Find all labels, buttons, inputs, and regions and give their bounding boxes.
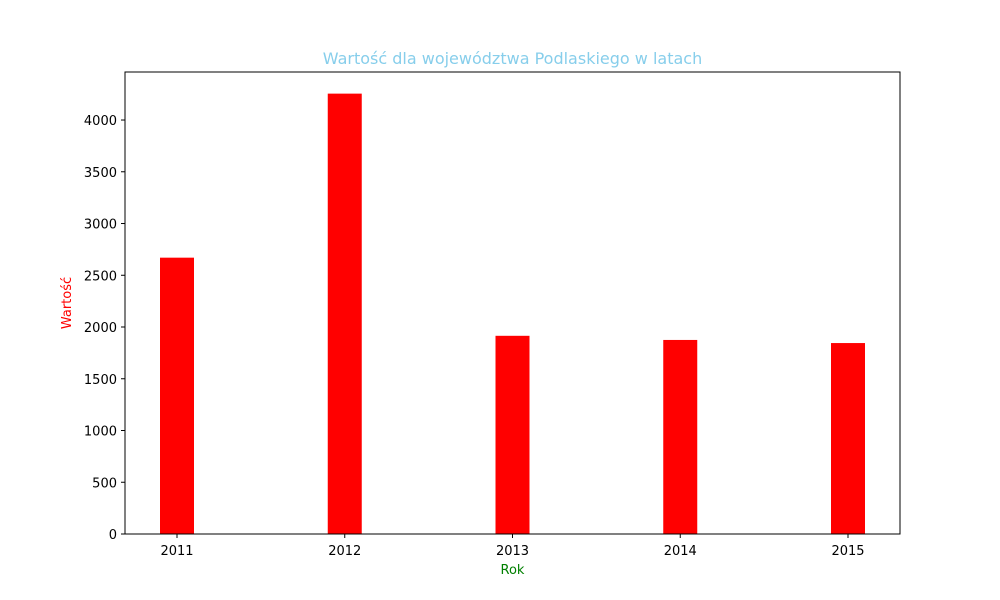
x-tick-label-2011: 2011	[160, 544, 193, 559]
bar-2013	[495, 335, 530, 534]
y-tick-label-1500: 1500	[84, 373, 117, 388]
chart-title: Wartość dla województwa Podlaskiego w la…	[323, 49, 702, 68]
y-tick-label-3000: 3000	[84, 218, 117, 233]
y-tick-label-2500: 2500	[84, 269, 117, 284]
plot-frame	[124, 71, 901, 535]
x-tick-label-2015: 2015	[831, 544, 864, 559]
x-tick-label-2014: 2014	[664, 544, 697, 559]
y-axis-label: Wartość	[60, 277, 75, 329]
bar-2012	[327, 93, 362, 535]
bars-group	[160, 93, 865, 535]
y-tick-label-3500: 3500	[84, 166, 117, 181]
x-axis: 2011 2012 2013 2014 2015	[160, 534, 865, 559]
y-tick-label-2000: 2000	[84, 321, 117, 336]
y-tick-label-1000: 1000	[84, 425, 117, 440]
x-tick-label-2012: 2012	[328, 544, 361, 559]
y-tick-label-0: 0	[109, 528, 117, 543]
bar-2014	[663, 339, 698, 534]
bar-2015	[831, 343, 865, 534]
x-axis-label: Rok	[501, 563, 525, 578]
y-tick-label-4000: 4000	[84, 114, 117, 129]
y-axis: 0 500 1000 1500 2000 2500 3000 3500 4000	[84, 114, 125, 543]
y-tick-label-500: 500	[92, 476, 117, 491]
bar-2011	[160, 257, 194, 534]
x-tick-label-2013: 2013	[496, 544, 529, 559]
